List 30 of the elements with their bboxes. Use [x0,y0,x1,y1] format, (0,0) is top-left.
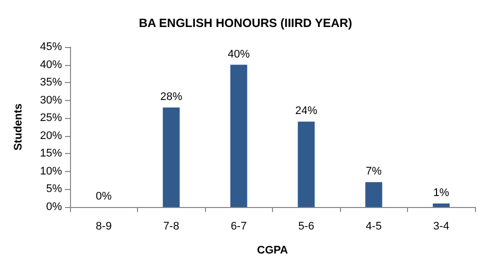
y-tick-label: 0% [46,201,62,213]
data-label: 24% [295,105,318,118]
x-tick-label: 4-5 [366,220,382,232]
data-label: 1% [433,186,450,199]
y-tick-label: 45% [40,41,62,53]
y-tick-label: 25% [40,112,62,124]
bar [365,182,382,207]
chart-title: BA ENGLISH HONOURS (IIIRD YEAR) [138,16,352,30]
bar [230,64,248,207]
data-label: 28% [160,90,182,103]
y-tick-label: 40% [40,58,62,71]
y-axis-title: Students [12,103,24,151]
y-tick-label: 10% [40,165,62,178]
bar [298,122,315,207]
x-tick-label: 7-8 [163,220,180,232]
x-tick-label: 3-4 [433,220,450,232]
y-tick-label: 30% [40,94,62,106]
x-axis-title: CGPA [257,244,288,256]
x-tick-label: 6-7 [230,220,247,232]
data-label: 7% [366,166,382,178]
y-tick-label: 5% [46,183,62,196]
x-tick-label: 8-9 [96,220,112,232]
bar [162,107,180,207]
data-label: 40% [228,48,250,60]
data-label: 0% [96,190,112,202]
x-tick-label: 5-6 [298,220,314,232]
y-tick-label: 20% [40,130,62,142]
bar [432,203,450,207]
y-tick-label: 15% [40,148,62,160]
y-tick-label: 35% [40,76,62,89]
